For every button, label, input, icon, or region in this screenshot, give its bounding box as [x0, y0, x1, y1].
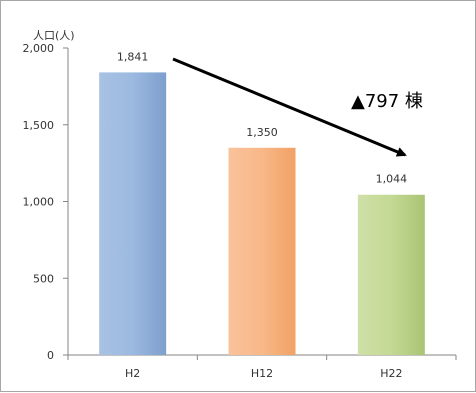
y-tick-label: 500 [33, 272, 54, 285]
y-ticks: 0 500 1,000 1,500 2,000 [23, 42, 68, 362]
decrease-arrow [172, 57, 407, 157]
data-labels: 1,841 1,350 1,044 [117, 50, 407, 185]
decrease-annotation: ▲797 棟 [351, 91, 423, 112]
x-ticks: H2 H12 H22 [67, 355, 457, 380]
y-tick-label: 0 [47, 349, 54, 362]
y-tick-label: 1,000 [23, 196, 55, 209]
bars [99, 72, 425, 356]
y-tick-label: 1,500 [23, 119, 55, 132]
bar-h22 [357, 194, 425, 355]
y-unit-label: 人口(人) [33, 29, 75, 42]
x-tick-label: H2 [125, 367, 140, 380]
data-label-h12: 1,350 [246, 126, 278, 139]
data-label-h2: 1,841 [117, 50, 149, 63]
x-tick-label: H22 [380, 367, 402, 380]
bar-h12 [228, 147, 296, 355]
bar-h2 [99, 72, 167, 356]
data-label-h22: 1,044 [376, 173, 408, 186]
x-tick-label: H12 [251, 367, 273, 380]
y-tick-label: 2,000 [23, 42, 55, 55]
